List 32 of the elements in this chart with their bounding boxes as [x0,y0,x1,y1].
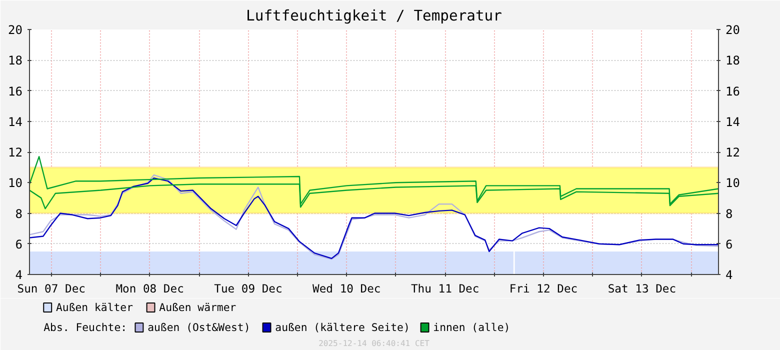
legend-label: Außen kälter [56,301,134,314]
x-tick-label: Sun 07 Dec [17,282,86,296]
y2-tick-label: 20 [726,23,740,37]
x-tick-label: Sat 13 Dec [608,282,676,296]
y-tick-label: 4 [15,268,23,282]
legend-label: außen (kältere Seite) [275,321,410,334]
x-tick-label: Tue 09 Dec [214,282,282,296]
legend-label: innen (alle) [433,321,510,334]
x-tick-label: Thu 11 Dec [410,282,480,296]
y2-tick-label: 8 [726,206,733,221]
y-tick-label: 6 [15,237,23,252]
y-tick-label: 14 [8,114,23,129]
legend-title: Abs. Feuchte: [44,321,128,334]
y-tick-label: 16 [8,84,23,98]
y2-tick-label: 14 [726,114,740,129]
x-tick-label: Fri 12 Dec [509,282,578,296]
x-tick-label: Mon 08 Dec [116,282,184,296]
y2-tick-label: 18 [726,54,740,68]
y2-tick-label: 16 [726,84,740,98]
legend-label: Außen wärmer [159,301,237,314]
y-tick-label: 10 [8,176,23,190]
y-tick-label: 8 [15,206,23,221]
y2-tick-label: 6 [726,237,733,252]
chart-title: Luftfeuchtigkeit / Temperatur [246,8,502,24]
legend-label: außen (Ost&West) [148,321,250,334]
y2-tick-label: 10 [726,176,740,190]
y2-tick-label: 12 [726,146,740,160]
x-tick-label: Wed 10 Dec [312,282,381,296]
y-tick-label: 12 [8,146,23,160]
y-tick-label: 20 [8,23,23,37]
y2-tick-label: 4 [726,268,733,282]
y-tick-label: 18 [8,54,23,68]
